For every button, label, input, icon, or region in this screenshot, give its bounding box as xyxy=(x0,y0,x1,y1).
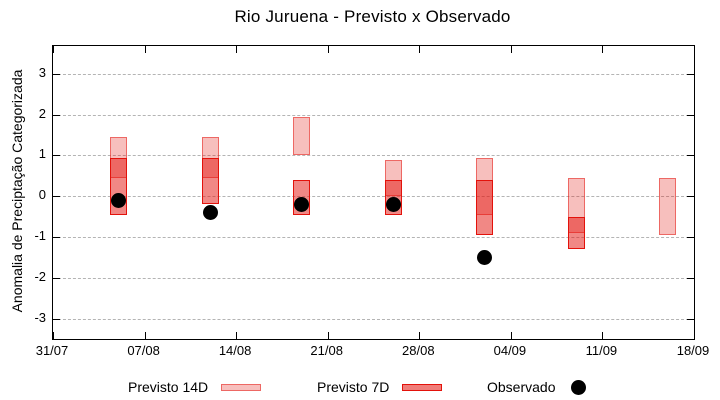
gridline xyxy=(53,155,694,157)
y-tick-right xyxy=(687,155,694,157)
x-tick-label: 07/08 xyxy=(127,343,160,358)
y-tick-label: -1 xyxy=(34,228,46,243)
y-tick-label: 3 xyxy=(38,64,46,80)
y-tick-left xyxy=(53,73,60,75)
x-tick-top xyxy=(602,46,604,53)
x-tick-bottom xyxy=(53,332,54,339)
forecast-14d-bar xyxy=(293,116,311,156)
x-tick-top xyxy=(694,46,695,53)
gridline xyxy=(53,277,694,279)
y-tick-left xyxy=(53,155,60,157)
x-tick-bottom xyxy=(602,332,604,339)
forecast-14d-bar xyxy=(659,177,677,235)
y-tick-left xyxy=(53,277,60,279)
x-tick-bottom xyxy=(327,332,329,339)
y-tick-right xyxy=(687,318,694,320)
y-tick-right xyxy=(687,277,694,279)
x-tick-label: 04/09 xyxy=(493,343,527,358)
y-tick-right xyxy=(687,237,694,238)
y-tick-label: -3 xyxy=(34,309,46,325)
plot-area xyxy=(52,45,695,340)
gridline xyxy=(53,114,694,116)
legend-item-previsto-7d: Previsto 7D xyxy=(317,378,443,396)
forecast-7d-bar xyxy=(201,157,219,205)
legend-label-previsto-14d: Previsto 14D xyxy=(128,379,209,395)
legend-item-previsto-14d: Previsto 14D xyxy=(128,378,262,396)
x-tick-label: 18/09 xyxy=(676,343,710,358)
x-tick-bottom xyxy=(144,332,146,339)
observed-dot xyxy=(202,205,218,220)
observed-dot xyxy=(110,192,126,208)
x-tick-top xyxy=(419,46,421,53)
x-tick-top xyxy=(236,46,238,53)
x-tick-bottom xyxy=(694,332,695,339)
y-tick-label: 1 xyxy=(38,146,46,162)
y-tick-right xyxy=(687,114,694,116)
legend-swatch-previsto-7d-icon xyxy=(402,383,443,391)
legend-swatch-previsto-14d-icon xyxy=(221,383,262,391)
chart-title: Rio Juruena - Previsto x Observado xyxy=(234,7,511,26)
x-tick-top xyxy=(144,46,146,53)
y-tick-left xyxy=(53,318,60,320)
y-tick-label: 0 xyxy=(38,187,46,203)
legend-item-observado: Observado xyxy=(487,378,587,396)
gridline xyxy=(53,318,694,320)
legend-dot-observado-icon xyxy=(571,379,587,395)
x-tick-bottom xyxy=(236,332,238,339)
y-tick-left xyxy=(53,196,60,198)
forecast-7d-bar xyxy=(476,179,494,235)
x-tick-top xyxy=(327,46,329,53)
legend-label-observado: Observado xyxy=(487,379,556,395)
y-tick-right xyxy=(687,73,694,75)
y-tick-right xyxy=(687,196,694,198)
y-tick-left xyxy=(53,114,60,116)
legend-label-previsto-7d: Previsto 7D xyxy=(317,379,390,395)
y-tick-label: -2 xyxy=(34,268,46,284)
x-tick-label: 31/07 xyxy=(35,343,69,358)
gridline xyxy=(53,196,694,198)
observed-dot xyxy=(294,196,310,212)
x-tick-top xyxy=(510,46,512,53)
observed-dot xyxy=(477,249,493,265)
forecast-7d-bar xyxy=(567,216,585,250)
x-tick-label: 21/08 xyxy=(310,343,343,358)
x-tick-label: 28/08 xyxy=(402,343,435,358)
x-tick-bottom xyxy=(510,332,512,339)
gridline xyxy=(53,237,694,238)
x-tick-label: 14/08 xyxy=(218,343,252,358)
y-tick-left xyxy=(53,237,60,238)
x-tick-top xyxy=(53,46,54,53)
x-tick-label: 11/09 xyxy=(585,343,618,358)
x-tick-bottom xyxy=(419,332,421,339)
observed-dot xyxy=(385,196,401,212)
y-tick-label: 2 xyxy=(38,105,46,121)
gridline xyxy=(53,73,694,75)
